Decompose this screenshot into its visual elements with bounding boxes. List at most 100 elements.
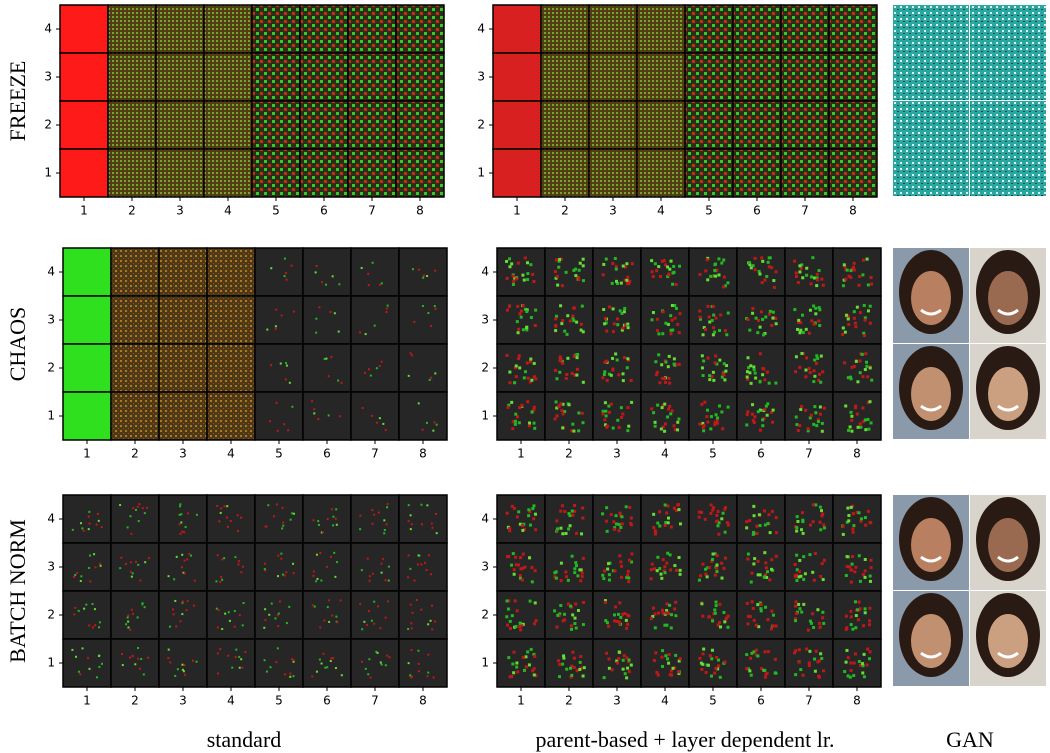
pixel bbox=[723, 362, 726, 365]
pixel bbox=[770, 568, 773, 571]
cell bbox=[641, 248, 689, 296]
pixel bbox=[820, 278, 823, 281]
pixel bbox=[656, 569, 659, 572]
pixel bbox=[418, 663, 420, 665]
cell bbox=[399, 248, 447, 296]
pixel bbox=[555, 400, 558, 403]
pixel bbox=[137, 616, 139, 618]
pixel bbox=[93, 553, 95, 555]
cell bbox=[497, 639, 545, 687]
pixel bbox=[175, 626, 177, 628]
pixel bbox=[772, 409, 775, 412]
pixel bbox=[604, 401, 607, 404]
pixel bbox=[555, 519, 558, 522]
pixel bbox=[708, 316, 711, 319]
pixel bbox=[625, 262, 628, 265]
cell bbox=[255, 591, 303, 639]
pixel bbox=[330, 556, 332, 558]
pixel bbox=[767, 522, 770, 525]
pixel bbox=[864, 516, 867, 519]
pixel bbox=[427, 654, 429, 656]
cell bbox=[785, 248, 833, 296]
pixel bbox=[709, 654, 712, 657]
pixel bbox=[667, 365, 670, 368]
pixel bbox=[859, 311, 862, 314]
pixel bbox=[849, 661, 852, 664]
pixel bbox=[667, 517, 670, 520]
pixel bbox=[723, 378, 726, 381]
pixel bbox=[524, 256, 527, 259]
y-tick-label: 2 bbox=[477, 118, 485, 132]
pixel bbox=[661, 656, 664, 659]
pixel bbox=[517, 262, 520, 265]
pixel bbox=[704, 328, 707, 331]
pixel bbox=[620, 576, 623, 579]
pixel bbox=[100, 565, 102, 567]
pixel bbox=[96, 523, 98, 525]
cell bbox=[493, 101, 541, 149]
pixel bbox=[410, 352, 412, 354]
pixel bbox=[616, 317, 619, 320]
pixel bbox=[678, 265, 681, 268]
pixel bbox=[534, 377, 537, 380]
pixel bbox=[83, 530, 85, 532]
pixel bbox=[376, 367, 378, 369]
pixel bbox=[283, 423, 285, 425]
pixel bbox=[613, 619, 616, 622]
pixel bbox=[575, 532, 578, 535]
pixel bbox=[650, 407, 653, 410]
pixel bbox=[179, 514, 181, 516]
pixel bbox=[573, 571, 576, 574]
pixel bbox=[852, 266, 855, 269]
pixel bbox=[698, 579, 701, 582]
cell bbox=[785, 495, 833, 543]
pixel bbox=[601, 512, 604, 515]
pixel bbox=[619, 560, 622, 563]
pixel bbox=[182, 601, 184, 603]
pixel bbox=[127, 627, 129, 629]
pixel bbox=[711, 558, 714, 561]
pixel bbox=[512, 283, 515, 286]
cell bbox=[497, 543, 545, 591]
pixel bbox=[678, 331, 681, 334]
pixel bbox=[618, 651, 621, 654]
pixel bbox=[844, 404, 847, 407]
pixel bbox=[657, 674, 660, 677]
pixel bbox=[522, 328, 525, 331]
pixel bbox=[384, 529, 386, 531]
pixel bbox=[626, 406, 629, 409]
pixel bbox=[219, 648, 221, 650]
pixel bbox=[417, 563, 419, 565]
pixel bbox=[146, 507, 148, 509]
pixel bbox=[173, 578, 175, 580]
pixel bbox=[127, 615, 129, 617]
pixel bbox=[125, 623, 127, 625]
pixel bbox=[677, 508, 680, 511]
pixel bbox=[709, 512, 712, 515]
pixel bbox=[518, 366, 521, 369]
pixel bbox=[631, 262, 634, 265]
pixel bbox=[675, 307, 678, 310]
pixel bbox=[809, 416, 812, 419]
pixel bbox=[713, 331, 716, 334]
pixel bbox=[130, 533, 132, 535]
pixel bbox=[764, 523, 767, 526]
x-tick-label: 2 bbox=[131, 694, 139, 708]
cell bbox=[111, 591, 159, 639]
cell bbox=[63, 344, 111, 392]
cell bbox=[829, 149, 877, 197]
pixel bbox=[819, 413, 822, 416]
pixel bbox=[341, 674, 343, 676]
pixel bbox=[817, 319, 820, 322]
pixel bbox=[317, 418, 319, 420]
pixel bbox=[556, 527, 559, 530]
pixel bbox=[813, 369, 816, 372]
pixel bbox=[710, 415, 713, 418]
pixel bbox=[336, 621, 338, 623]
pixel bbox=[221, 579, 223, 581]
cell bbox=[60, 149, 108, 197]
pixel bbox=[850, 615, 853, 618]
pixel bbox=[581, 517, 584, 520]
cell bbox=[733, 5, 781, 53]
pixel bbox=[281, 315, 283, 317]
